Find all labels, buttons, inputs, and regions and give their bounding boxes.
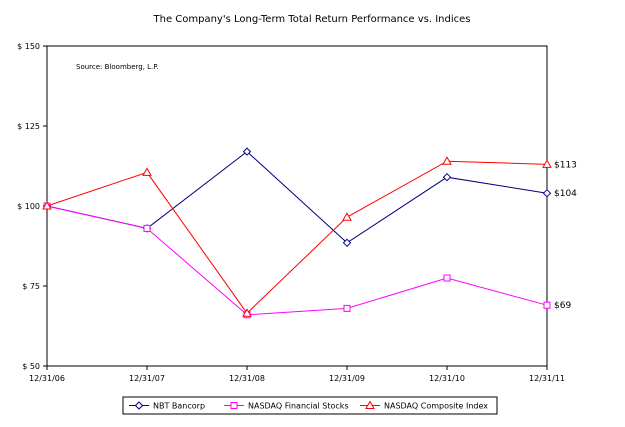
end-value-label: $113	[554, 160, 577, 170]
data-point	[543, 301, 551, 309]
x-tick-label: 12/31/11	[529, 374, 565, 383]
source-note: Source: Bloomberg, L.P.	[76, 63, 159, 71]
chart-title: The Company's Long-Term Total Return Per…	[153, 14, 471, 25]
series-nasdaq-financial-stocks: $69	[43, 202, 571, 319]
data-point	[443, 274, 451, 282]
data-point	[142, 167, 152, 176]
y-tick-label: $ 50	[22, 362, 40, 371]
legend-label: NASDAQ Composite Index	[384, 402, 488, 411]
legend-marker	[230, 402, 238, 409]
y-tick-label: $ 75	[22, 282, 40, 291]
data-point	[242, 308, 252, 317]
y-tick-label: $ 150	[17, 42, 40, 51]
data-point	[143, 224, 151, 232]
end-value-label: $69	[554, 301, 571, 311]
legend-item: NBT Bancorp	[129, 401, 205, 411]
legend-item: NASDAQ Financial Stocks	[224, 402, 349, 411]
data-point	[342, 238, 352, 248]
x-tick-label: 12/31/09	[329, 374, 365, 383]
legend-box	[122, 396, 498, 415]
legend-label: NASDAQ Financial Stocks	[248, 402, 349, 411]
plot-frame	[46, 45, 548, 367]
x-tick-label: 12/31/08	[229, 374, 265, 383]
x-tick-label: 12/31/06	[29, 374, 65, 383]
data-point	[42, 200, 52, 210]
x-tick-label: 12/31/10	[429, 374, 465, 383]
end-value-label: $104	[554, 189, 577, 199]
data-point	[542, 159, 552, 168]
series-line	[46, 205, 548, 316]
legend-marker	[134, 401, 144, 410]
series-line	[46, 160, 548, 314]
data-point	[342, 212, 352, 221]
legend-marker	[365, 400, 375, 409]
legend-item: NASDAQ Composite Index	[360, 400, 488, 411]
data-point	[242, 147, 252, 156]
data-point	[442, 172, 452, 182]
x-tick-label: 12/31/07	[129, 374, 165, 383]
legend: NBT Bancorp NASDAQ Financial Stocks NASDAQ…	[122, 396, 498, 415]
y-tick-label: $ 100	[17, 202, 40, 211]
plot-area: Source: Bloomberg, L.P. $ 50 $ 75 $ 100 $ 12…	[17, 42, 577, 383]
legend-label: NBT Bancorp	[153, 402, 205, 411]
data-point	[542, 188, 552, 198]
data-point	[442, 156, 452, 165]
series-nasdaq-composite-index: $113	[42, 156, 577, 317]
y-tick-label: $ 125	[17, 122, 40, 131]
data-point	[343, 304, 351, 312]
series-line	[46, 150, 548, 244]
